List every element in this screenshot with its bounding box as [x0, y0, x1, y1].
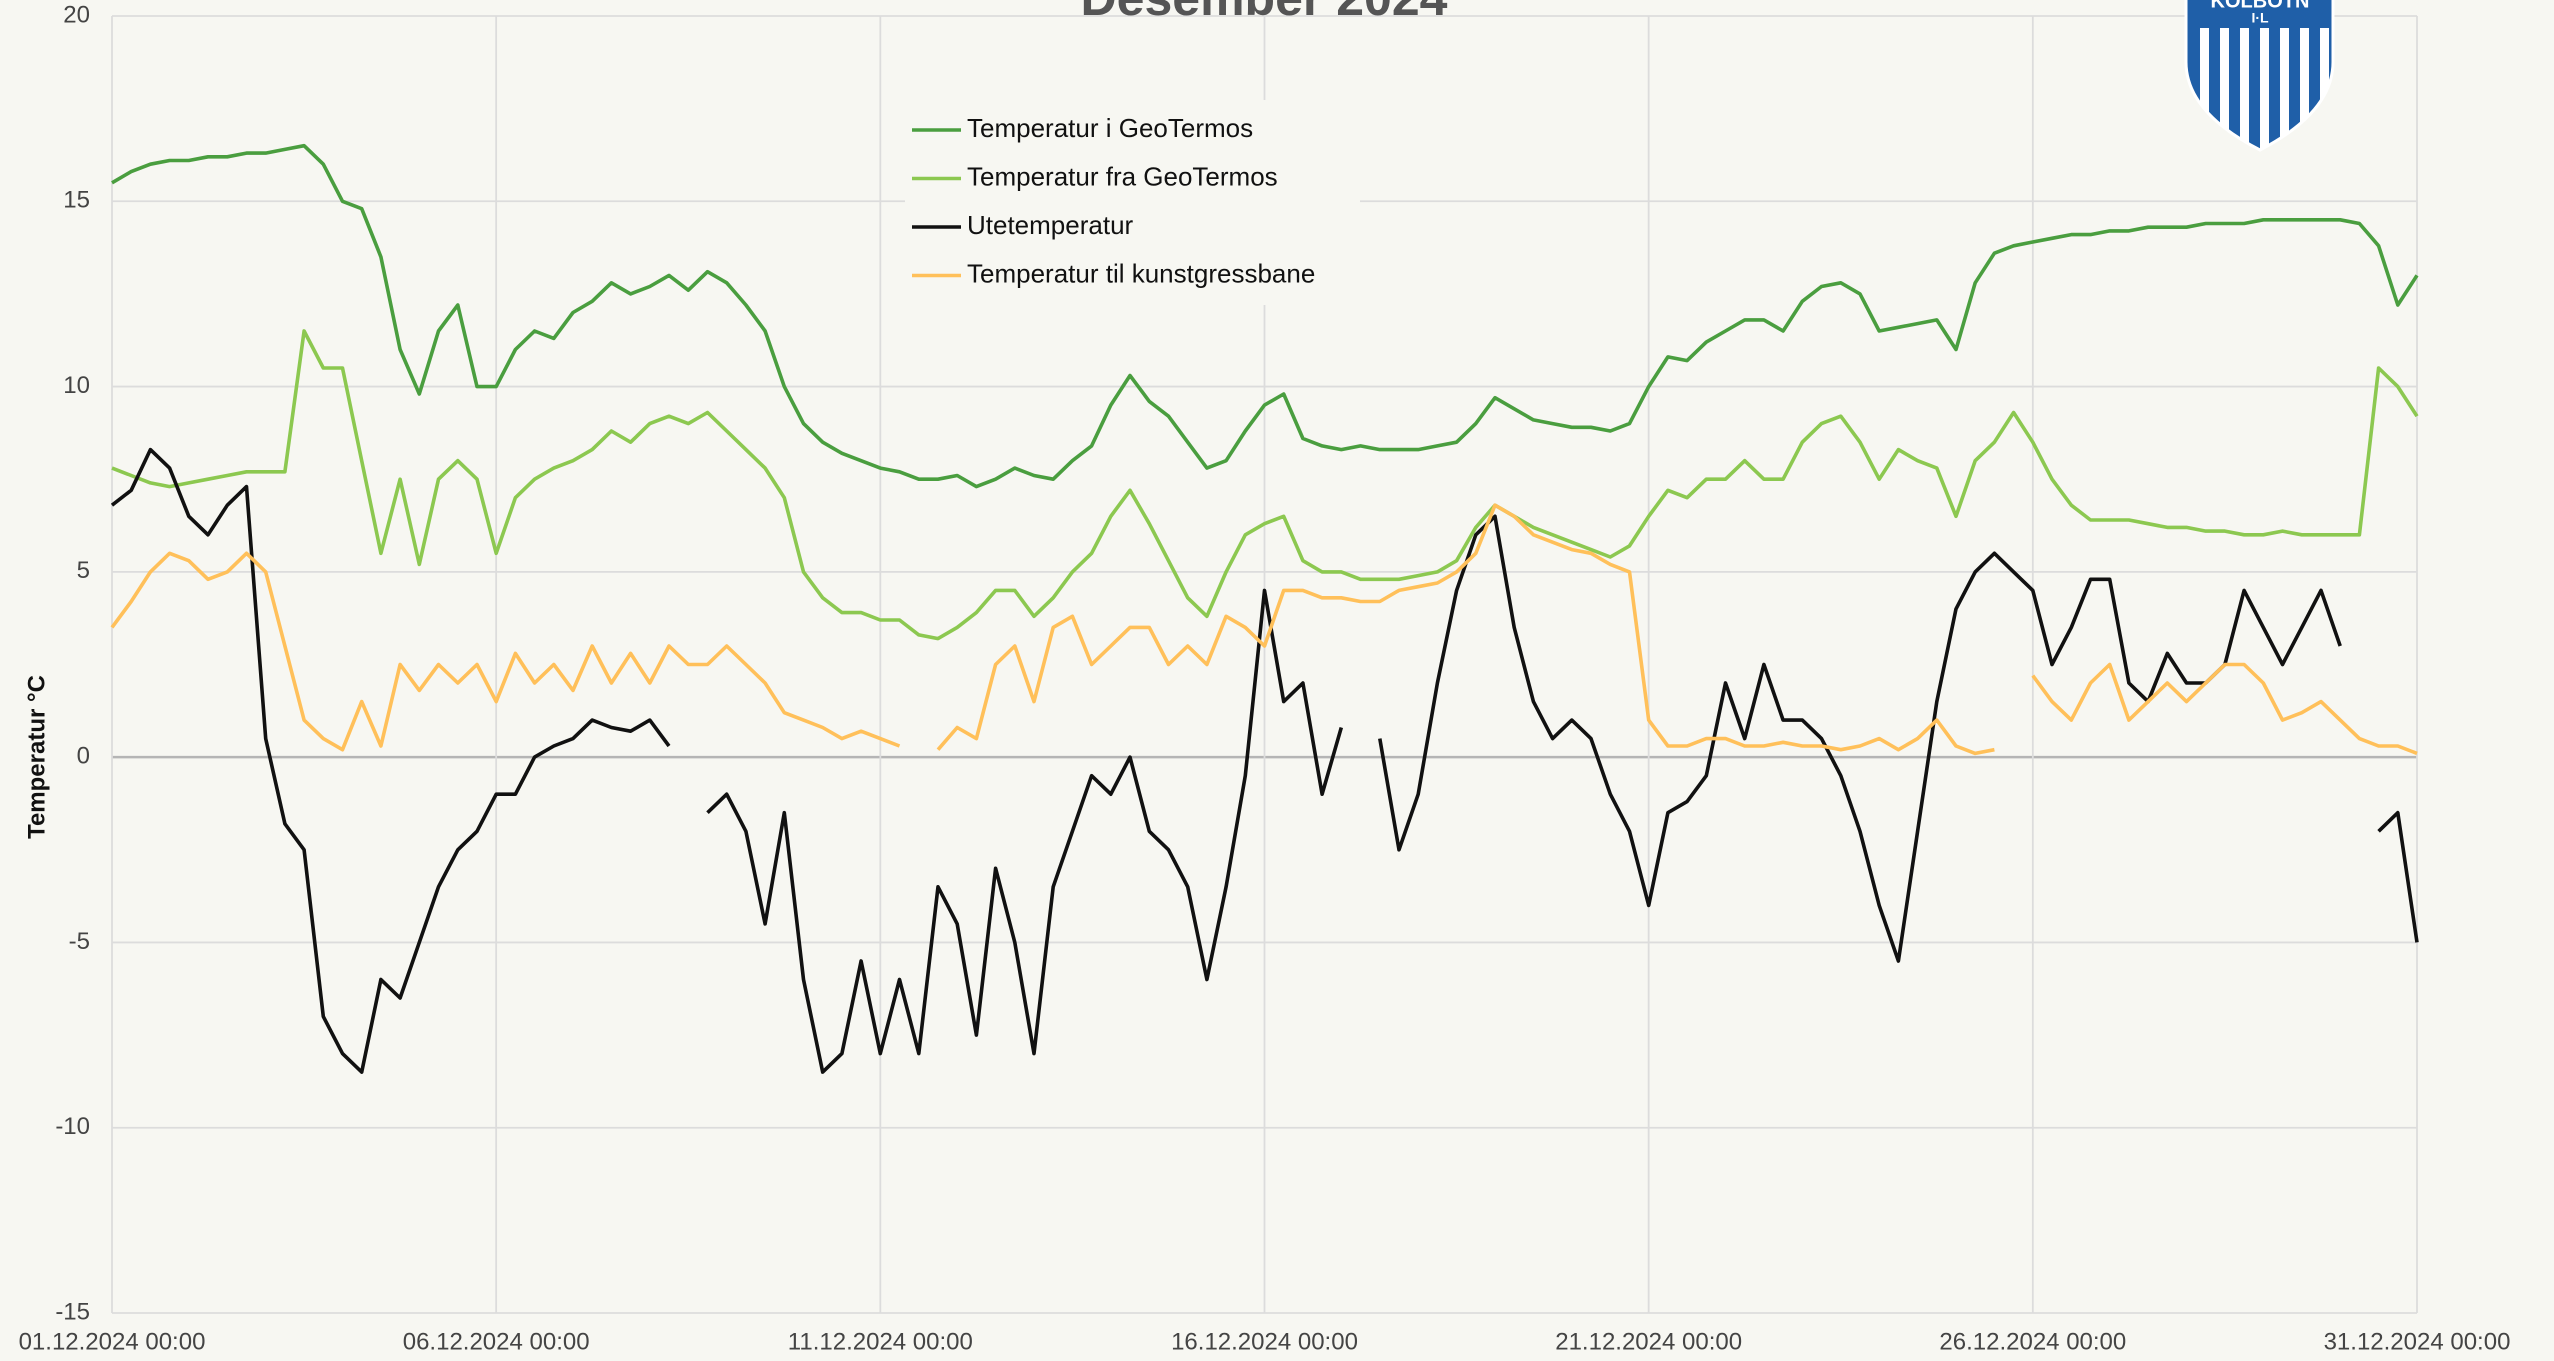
series-line: [111, 329, 2419, 641]
x-tick-label: 01.12.2024 00:00: [19, 1328, 206, 1355]
logo: KOLBOTN I·L: [2184, 0, 2335, 152]
y-tick-label: 5: [77, 557, 90, 584]
legend-box: [905, 100, 1360, 305]
legend-label: Utetemperatur: [967, 210, 1134, 240]
x-tick-label: 11.12.2024 00:00: [788, 1328, 973, 1355]
y-tick-label: -5: [69, 928, 90, 955]
y-tick-label: -10: [55, 1113, 90, 1140]
logo-text: KOLBOTN: [2211, 0, 2310, 12]
grid: -15 -10 -5 0 5 10 15 20 01.12.2024 00:00 06.12.20…: [19, 1, 2511, 1355]
x-tick-label: 26.12.2024 00:00: [1939, 1328, 2126, 1355]
logo-subtext: I·L: [2251, 10, 2269, 26]
x-tick-label: 31.12.2024 00:00: [2324, 1328, 2511, 1355]
y-axis-label: Temperatur °C: [23, 675, 50, 839]
y-tick-label: 0: [77, 742, 90, 769]
y-tick-label: -15: [55, 1298, 90, 1325]
chart-title: Desember 2024: [1081, 0, 1448, 26]
x-tick-label: 06.12.2024 00:00: [403, 1328, 590, 1355]
y-tick-label: 20: [63, 1, 90, 28]
legend-label: Temperatur fra GeoTermos: [967, 161, 1278, 191]
series-line: [110, 503, 2418, 756]
legend-label: Temperatur i GeoTermos: [967, 113, 1253, 143]
series-line: [111, 143, 2419, 489]
x-tick-label: 21.12.2024 00:00: [1555, 1328, 1742, 1355]
series-line: [110, 447, 2419, 1074]
y-tick-label: 15: [63, 187, 90, 214]
y-tick-label: 10: [63, 372, 90, 399]
series: [110, 143, 2419, 1074]
x-tick-label: 16.12.2024 00:00: [1171, 1328, 1358, 1355]
logo-stripes: [2200, 28, 2329, 150]
legend-label: Temperatur til kunstgressbane: [967, 258, 1315, 288]
legend: Temperatur i GeoTermos Temperatur fra Geo…: [905, 100, 1360, 305]
